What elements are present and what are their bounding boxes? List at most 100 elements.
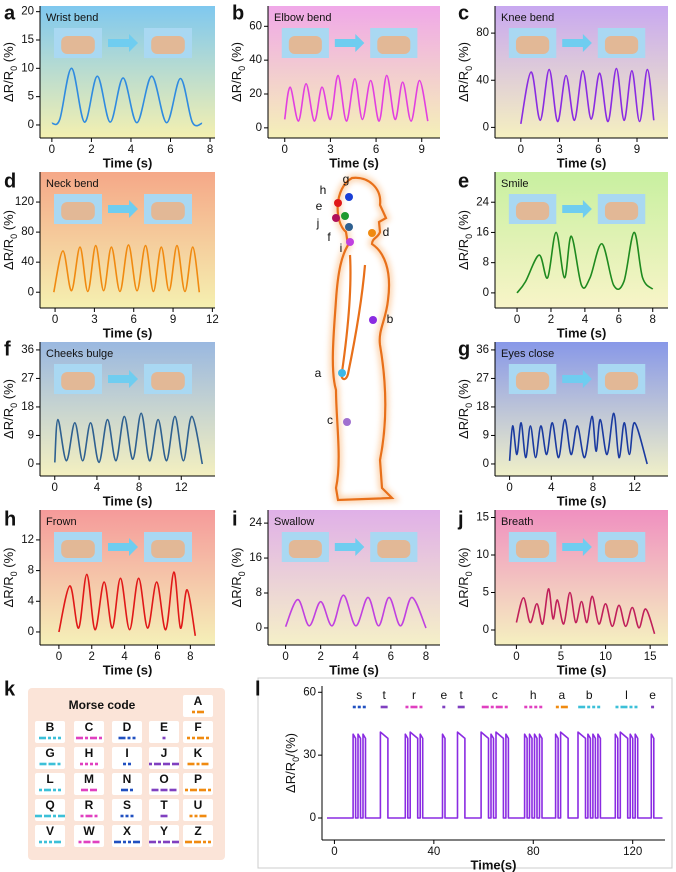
y-axis-label-part: 0 <box>9 66 19 71</box>
x-tick-label: 9 <box>419 144 425 156</box>
panel-letter: e <box>458 170 469 192</box>
y-axis-label-part: ΔR/R <box>456 408 471 439</box>
plot-background <box>40 342 215 476</box>
x-axis-label: Time (s) <box>103 493 153 508</box>
panel-letter: h <box>4 508 16 530</box>
morse-dash <box>620 705 628 709</box>
photo-subject <box>61 372 95 390</box>
morse-dot <box>95 762 98 766</box>
morse-letter: c <box>492 688 498 702</box>
y-axis-label: ΔR/R0 (%) <box>1 548 19 608</box>
x-axis-label: Time(s) <box>471 857 517 872</box>
morse-dash <box>58 814 65 818</box>
photo-subject <box>61 540 95 558</box>
y-axis-label: ΔR/R0 (%) <box>229 548 247 608</box>
sensor-label: j <box>316 216 320 230</box>
y-axis-label-part: (%) <box>456 210 471 234</box>
y-tick-label: 30 <box>303 749 316 761</box>
morse-cell-letter: F <box>194 720 201 734</box>
morse-dash <box>481 705 489 709</box>
y-axis-label: ΔR/R0 (%) <box>1 379 19 439</box>
x-axis-label: Time (s) <box>103 325 153 340</box>
y-tick-label: 0 <box>483 458 489 470</box>
photo-subject <box>61 202 95 220</box>
x-tick-label: 8 <box>590 482 596 494</box>
panel-letter: l <box>255 678 261 700</box>
morse-dash <box>194 840 201 844</box>
y-axis-label-part: (%) <box>456 42 471 66</box>
y-axis-label-part: ΔR/R <box>456 71 471 102</box>
arrow <box>562 370 592 388</box>
x-tick-label: 2 <box>548 314 554 326</box>
morse-dot <box>53 788 56 792</box>
morse-dash <box>457 705 465 709</box>
morse-dot <box>128 840 131 844</box>
y-tick-label: 4 <box>28 595 35 607</box>
y-tick-label: 10 <box>476 549 489 561</box>
photo-subject <box>151 540 185 558</box>
x-tick-label: 0 <box>52 482 58 494</box>
morse-cell-letter: C <box>85 720 94 734</box>
y-tick-label: 8 <box>483 257 489 269</box>
morse-dash <box>169 788 177 792</box>
x-tick-label: 4 <box>548 482 555 494</box>
panel-title: Cheeks bulge <box>46 348 113 360</box>
y-tick-label: 12 <box>21 534 34 546</box>
y-axis-label-part: ΔR/R <box>456 576 471 607</box>
y-axis-label-part: (%) <box>456 379 471 403</box>
morse-cell-letter: G <box>45 746 54 760</box>
morse-letter: b <box>586 688 593 702</box>
x-tick-label: 4 <box>128 144 135 156</box>
x-tick-label: 8 <box>650 314 656 326</box>
x-tick-label: 0 <box>518 144 524 156</box>
morse-cell-letter: B <box>46 720 55 734</box>
y-tick-label: 60 <box>249 20 262 32</box>
morse-dot <box>405 705 409 709</box>
y-axis-label: ΔR/R0 (%) <box>456 210 474 270</box>
morse-cell-letter: S <box>123 798 131 812</box>
arrow <box>562 538 592 556</box>
morse-dot <box>529 705 533 709</box>
sensor-label: h <box>320 183 327 197</box>
x-tick-label: 0 <box>513 651 519 663</box>
y-axis-label: ΔR/R0/(%) <box>283 733 301 793</box>
x-tick-label: 6 <box>595 144 601 156</box>
y-tick-label: 0 <box>256 622 262 634</box>
sensor-point <box>346 238 354 246</box>
y-axis-label-part: ΔR/R <box>229 71 244 102</box>
sensor-point <box>369 316 377 324</box>
morse-cell-letter: X <box>123 824 131 838</box>
morse-dot <box>85 736 88 740</box>
x-tick-label: 8 <box>136 482 142 494</box>
x-tick-label: 0 <box>506 482 512 494</box>
panel-title: Neck bend <box>46 178 99 190</box>
morse-dash <box>76 736 83 740</box>
panel-title: Knee bend <box>501 12 554 24</box>
morse-letter: a <box>559 688 566 702</box>
x-tick-label: 0 <box>514 314 520 326</box>
morse-dot <box>120 814 124 818</box>
x-tick-label: 6 <box>154 651 160 663</box>
x-tick-label: 0 <box>49 144 55 156</box>
morse-dash <box>81 788 88 792</box>
morse-dot <box>94 814 98 818</box>
morse-dot <box>99 736 102 740</box>
y-axis-label-part: 0 <box>9 234 19 239</box>
x-tick-label: 4 <box>353 651 360 663</box>
plot-background <box>40 172 215 308</box>
y-tick-label: 0 <box>28 119 34 131</box>
panel-title: Elbow bend <box>274 12 332 24</box>
y-tick-label: 0 <box>310 812 316 824</box>
y-axis-label-part: /(%) <box>283 733 298 757</box>
arrow <box>108 538 138 556</box>
x-tick-label: 3 <box>91 314 97 326</box>
y-tick-label: 0 <box>28 626 34 638</box>
morse-dot <box>125 814 129 818</box>
morse-dash <box>201 762 209 766</box>
morse-dot <box>651 705 655 709</box>
x-tick-label: 0 <box>282 651 288 663</box>
y-tick-label: 0 <box>28 458 34 470</box>
morse-dot <box>80 762 83 766</box>
plot-background <box>495 342 668 476</box>
sensor-label: c <box>327 413 333 427</box>
